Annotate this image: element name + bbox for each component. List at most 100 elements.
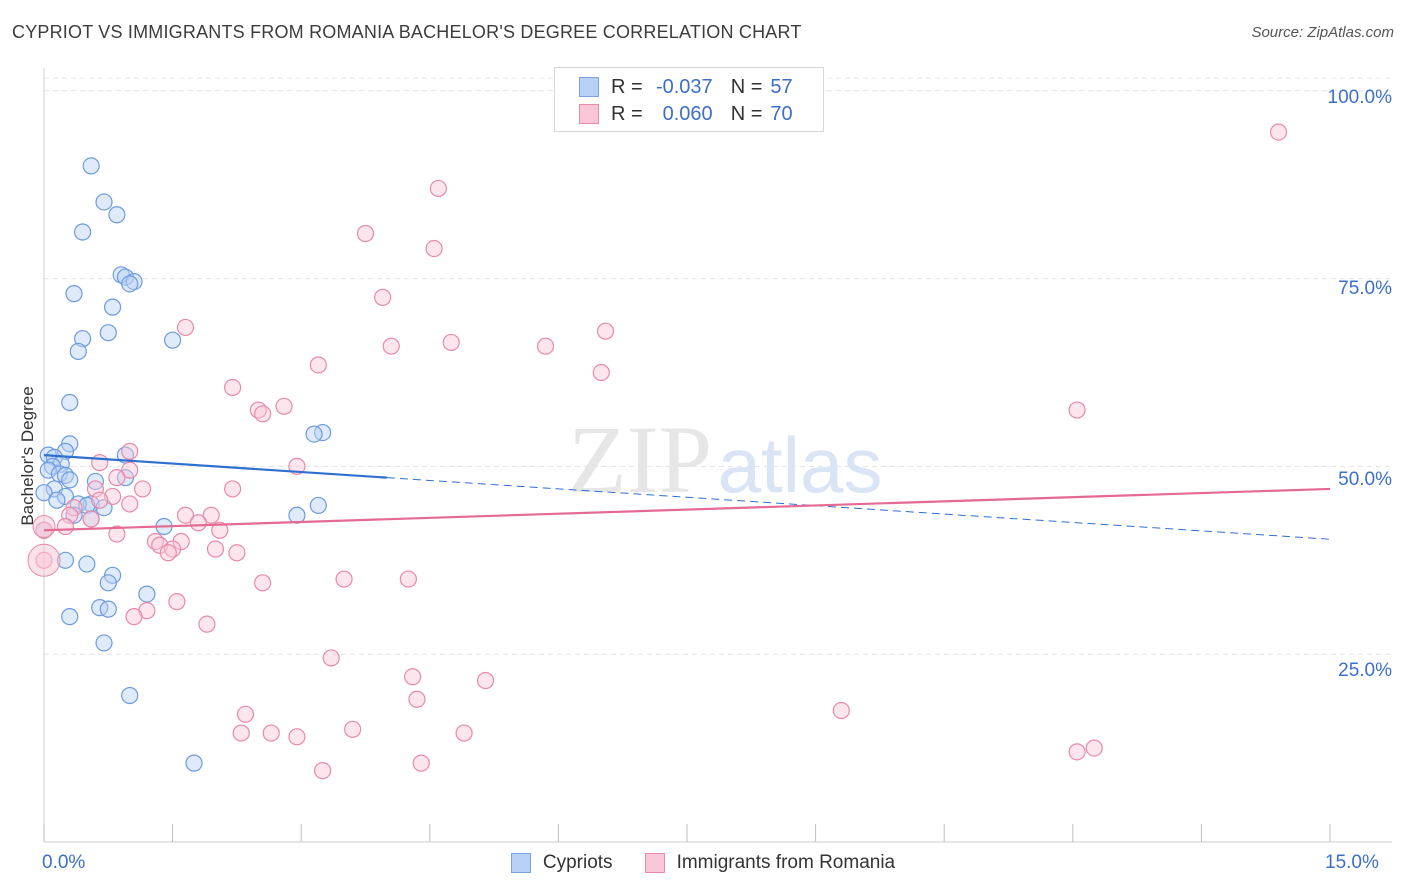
romania-point: [374, 288, 392, 306]
y-tick-label-50: 50.0%: [1338, 469, 1392, 490]
x-tick-label-max: 15.0%: [1325, 852, 1379, 873]
legend-swatch-blue: [579, 77, 599, 97]
cypriot-point: [61, 608, 79, 626]
romania-point: [335, 570, 353, 588]
romania-point: [56, 517, 75, 536]
cypriot-point: [78, 496, 96, 515]
romania-point: [429, 179, 447, 198]
y-tick-label-100: 100.0%: [1327, 87, 1392, 108]
legend-n-label: N =: [730, 75, 763, 98]
legend-r-value: 0.060: [662, 102, 713, 125]
cypriot-point: [103, 298, 122, 316]
cypriot-point: [314, 423, 332, 442]
cypriot-point: [108, 206, 126, 224]
romania-point-large: [27, 543, 61, 577]
source-credit: Source: ZipAtlas.com: [1251, 24, 1394, 41]
romania-point: [254, 405, 272, 423]
romania-point: [211, 521, 229, 539]
romania-point: [404, 668, 422, 686]
cypriot-point: [39, 461, 57, 479]
romania-point: [198, 615, 216, 633]
romania-point: [356, 224, 375, 243]
cypriot-point: [73, 223, 92, 241]
y-tick-label-25: 25.0%: [1338, 660, 1392, 681]
legend-item-romania: Immigrants from Romania: [644, 852, 896, 874]
romania-point: [344, 720, 362, 738]
cypriot-point: [35, 484, 53, 502]
legend-item-cypriots: Cypriots: [510, 852, 613, 874]
romania-trend-line: [43, 487, 1331, 532]
romania-point: [82, 510, 100, 528]
cypriot-trend-extension: [386, 477, 1331, 540]
cypriot-point: [48, 491, 66, 509]
romania-point: [592, 363, 610, 382]
legend-swatch-blue: [510, 853, 531, 873]
romania-point: [1068, 401, 1086, 419]
romania-point: [1068, 743, 1086, 761]
watermark-zip: ZIP: [568, 406, 712, 513]
cypriot-point: [95, 634, 113, 652]
stats-legend: R = -0.037 N = 57 R = 0.060 N = 70: [554, 67, 824, 132]
legend-swatch-pink: [644, 853, 665, 873]
legend-swatch-pink: [579, 104, 599, 124]
romania-point: [108, 469, 126, 487]
legend-label-romania: Immigrants from Romania: [676, 852, 896, 873]
romania-point: [596, 322, 615, 340]
series-legend: Cypriots Immigrants from Romania: [0, 852, 1406, 874]
romania-point: [103, 487, 122, 506]
romania-point-large: [32, 514, 56, 538]
cypriot-point: [164, 331, 182, 349]
romania-point: [224, 480, 242, 498]
romania-point: [189, 514, 207, 532]
legend-row-romania: R = 0.060 N = 70: [579, 101, 793, 127]
romania-point: [121, 461, 139, 479]
cypriot-point: [82, 157, 100, 175]
cypriot-point: [91, 599, 109, 617]
watermark-atlas: atlas: [718, 421, 883, 509]
cypriot-point: [78, 555, 96, 573]
cypriot-point: [305, 425, 323, 443]
cypriot-point: [61, 471, 79, 489]
cypriot-point: [95, 193, 113, 211]
romania-point: [1085, 739, 1103, 757]
romania-point: [262, 724, 280, 742]
cypriot-point: [121, 686, 139, 705]
romania-point: [1269, 123, 1288, 141]
romania-point: [206, 540, 225, 558]
romania-point: [288, 728, 306, 746]
romania-point: [125, 608, 143, 626]
y-tick-label-75: 75.0%: [1338, 278, 1392, 299]
romania-point: [536, 337, 555, 355]
cypriot-point: [73, 330, 92, 348]
romania-point: [61, 506, 79, 524]
romania-point: [382, 337, 400, 355]
romania-point: [455, 724, 473, 742]
romania-point: [121, 495, 139, 513]
legend-n-value: 57: [770, 75, 793, 98]
cypriot-point: [65, 285, 83, 303]
romania-point: [232, 724, 250, 742]
romania-point: [168, 593, 186, 611]
romania-point: [224, 378, 242, 397]
cypriot-point: [50, 465, 69, 483]
cypriot-point: [99, 574, 117, 592]
romania-point: [108, 525, 126, 543]
cypriot-trend-line: [43, 454, 388, 479]
romania-point: [408, 690, 426, 708]
romania-point: [236, 705, 255, 723]
y-axis-label: Bachelor's Degree: [18, 386, 37, 526]
cypriot-point: [309, 496, 327, 515]
romania-point: [86, 480, 105, 498]
legend-row-cypriots: R = -0.037 N = 57: [579, 74, 793, 100]
romania-point: [476, 671, 495, 690]
romania-point: [176, 506, 195, 524]
romania-point: [314, 762, 332, 780]
legend-r-value: -0.037: [655, 75, 713, 98]
romania-point: [275, 397, 293, 415]
romania-point: [832, 701, 850, 720]
x-tick-label-min: 0.0%: [42, 852, 86, 873]
legend-n-label: N =: [730, 102, 763, 125]
romania-point: [254, 574, 272, 592]
romania-point: [159, 544, 177, 562]
romania-point: [202, 506, 220, 524]
